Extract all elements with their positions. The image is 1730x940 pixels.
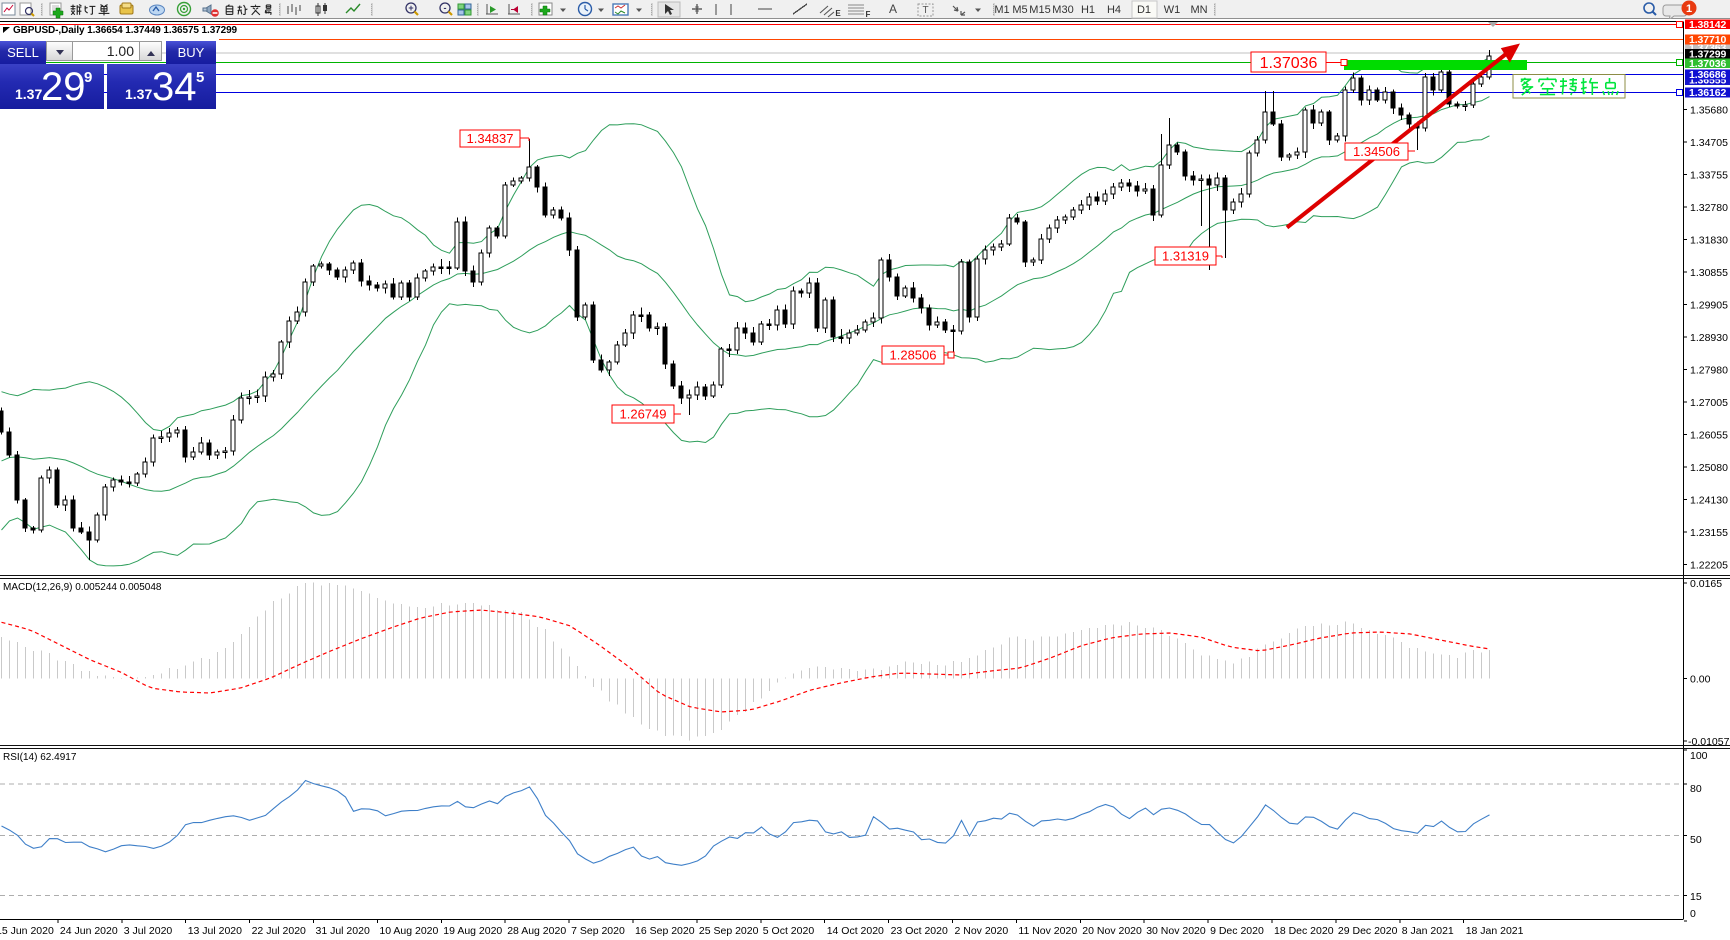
- svg-text:1.34506: 1.34506: [1353, 144, 1400, 159]
- svg-text:1.37299: 1.37299: [1689, 49, 1727, 61]
- svg-text:0: 0: [1690, 908, 1696, 920]
- svg-text:MN: MN: [1190, 4, 1207, 16]
- svg-text:25 Sep 2020: 25 Sep 2020: [699, 925, 759, 937]
- svg-text:50: 50: [1690, 834, 1702, 846]
- svg-text:0.00: 0.00: [1690, 674, 1711, 686]
- svg-text:13 Jul 2020: 13 Jul 2020: [188, 925, 242, 937]
- svg-text:1.26055: 1.26055: [1690, 430, 1728, 442]
- svg-text:1.29905: 1.29905: [1690, 300, 1728, 312]
- svg-text:1: 1: [1686, 3, 1692, 15]
- svg-text:T: T: [922, 5, 928, 16]
- svg-text:100: 100: [1690, 750, 1708, 762]
- svg-text:8 Jan 2021: 8 Jan 2021: [1402, 925, 1454, 937]
- svg-text:RSI(14) 62.4917: RSI(14) 62.4917: [3, 752, 77, 763]
- svg-text:+: +: [408, 3, 413, 13]
- svg-text:3 Jul 2020: 3 Jul 2020: [124, 925, 173, 937]
- svg-text:F: F: [866, 10, 871, 19]
- svg-text:24 Jun 2020: 24 Jun 2020: [60, 925, 118, 937]
- svg-text:7 Sep 2020: 7 Sep 2020: [571, 925, 625, 937]
- svg-text:18 Jan 2021: 18 Jan 2021: [1466, 925, 1524, 937]
- svg-text:5 Oct 2020: 5 Oct 2020: [763, 925, 815, 937]
- svg-text:31 Jul 2020: 31 Jul 2020: [316, 925, 370, 937]
- svg-text:1.27005: 1.27005: [1690, 397, 1728, 409]
- svg-text:-: -: [444, 3, 447, 13]
- svg-text:1.38142: 1.38142: [1689, 19, 1727, 31]
- svg-text:M15: M15: [1029, 4, 1050, 16]
- svg-text:11 Nov 2020: 11 Nov 2020: [1018, 925, 1077, 937]
- svg-text:80: 80: [1690, 783, 1702, 795]
- svg-text:1.26749: 1.26749: [620, 407, 667, 422]
- svg-text:2 Nov 2020: 2 Nov 2020: [955, 925, 1009, 937]
- svg-text:W1: W1: [1164, 4, 1181, 16]
- svg-text:0.0165: 0.0165: [1690, 578, 1722, 590]
- svg-text:1.30855: 1.30855: [1690, 267, 1728, 279]
- svg-text:D1: D1: [1137, 4, 1151, 16]
- svg-text:GBPUSD-,Daily 1.36654 1.37449: GBPUSD-,Daily 1.36654 1.37449 1.36575 1.…: [13, 25, 238, 36]
- svg-text:18 Dec 2020: 18 Dec 2020: [1274, 925, 1334, 937]
- svg-text:28 Aug 2020: 28 Aug 2020: [507, 925, 566, 937]
- svg-text:M5: M5: [1012, 4, 1027, 16]
- svg-text:1.28930: 1.28930: [1690, 332, 1728, 344]
- svg-text:29 Dec 2020: 29 Dec 2020: [1338, 925, 1398, 937]
- svg-text:1.37036: 1.37036: [1260, 55, 1318, 72]
- svg-text:9 Dec 2020: 9 Dec 2020: [1210, 925, 1264, 937]
- svg-text:1.22205: 1.22205: [1690, 560, 1728, 572]
- svg-text:16 Sep 2020: 16 Sep 2020: [635, 925, 695, 937]
- svg-text:22 Jul 2020: 22 Jul 2020: [252, 925, 306, 937]
- svg-text:H4: H4: [1107, 4, 1121, 16]
- svg-text:1.25080: 1.25080: [1690, 462, 1728, 474]
- svg-text:M1: M1: [994, 4, 1009, 16]
- svg-text:1.24130: 1.24130: [1690, 495, 1728, 507]
- svg-text:A: A: [889, 2, 897, 16]
- svg-text:1.31830: 1.31830: [1690, 235, 1728, 247]
- svg-text:1.32780: 1.32780: [1690, 202, 1728, 214]
- svg-text:14 Oct 2020: 14 Oct 2020: [827, 925, 884, 937]
- svg-text:23 Oct 2020: 23 Oct 2020: [891, 925, 948, 937]
- svg-text:-0.010571: -0.010571: [1688, 736, 1730, 748]
- svg-text:19 Aug 2020: 19 Aug 2020: [443, 925, 502, 937]
- svg-text:15 Jun 2020: 15 Jun 2020: [0, 925, 54, 937]
- svg-text:1.34705: 1.34705: [1690, 137, 1728, 149]
- svg-text:E: E: [835, 9, 841, 18]
- svg-text:1.37710: 1.37710: [1689, 34, 1727, 46]
- svg-text:1.27980: 1.27980: [1690, 365, 1728, 377]
- svg-text:M30: M30: [1052, 4, 1073, 16]
- svg-text:1.23155: 1.23155: [1690, 527, 1728, 539]
- svg-text:H1: H1: [1081, 4, 1095, 16]
- svg-text:30 Nov 2020: 30 Nov 2020: [1146, 925, 1206, 937]
- svg-text:1.31319: 1.31319: [1162, 249, 1209, 264]
- svg-text:20 Nov 2020: 20 Nov 2020: [1082, 925, 1142, 937]
- svg-text:1.28506: 1.28506: [890, 348, 937, 363]
- svg-text:1.36162: 1.36162: [1689, 87, 1727, 99]
- svg-text:10 Aug 2020: 10 Aug 2020: [379, 925, 438, 937]
- svg-text:15: 15: [1690, 891, 1702, 903]
- svg-text:1.35680: 1.35680: [1690, 105, 1728, 117]
- svg-text:MACD(12,26,9) 0.005244 0.00504: MACD(12,26,9) 0.005244 0.005048: [3, 582, 162, 593]
- svg-text:1.37036: 1.37036: [1689, 58, 1727, 70]
- svg-text:1.33755: 1.33755: [1690, 170, 1728, 182]
- svg-text:1.34837: 1.34837: [467, 131, 514, 146]
- svg-text:1.36686: 1.36686: [1689, 69, 1727, 81]
